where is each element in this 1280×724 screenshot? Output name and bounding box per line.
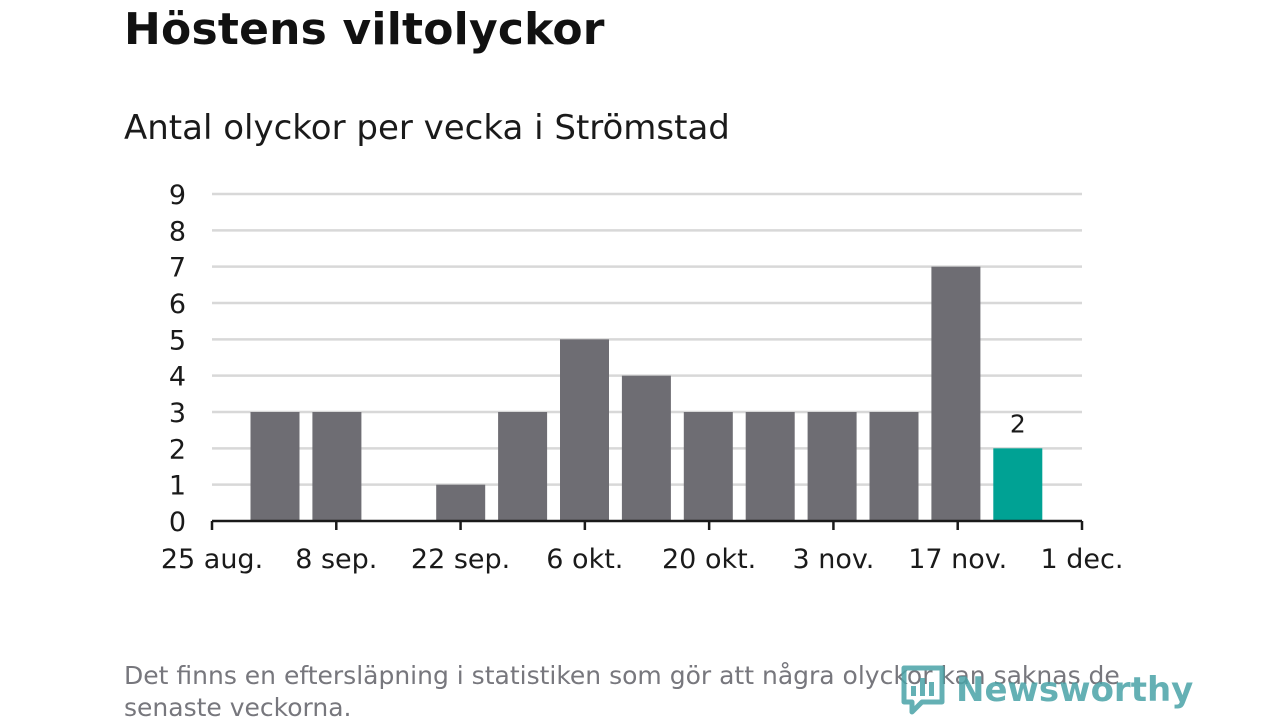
y-tick-label: 5 xyxy=(169,325,186,356)
bar-highlighted xyxy=(993,448,1043,521)
y-tick-label: 0 xyxy=(169,507,186,538)
x-tick-label: 1 dec. xyxy=(1041,544,1124,575)
y-tick-label: 9 xyxy=(169,180,186,211)
bar xyxy=(312,412,362,521)
bar xyxy=(931,266,981,521)
y-tick-label: 4 xyxy=(169,362,186,393)
x-tick-label: 22 sep. xyxy=(411,544,510,575)
bar xyxy=(745,412,795,521)
newsworthy-logo-icon xyxy=(901,665,945,715)
bar xyxy=(869,412,919,521)
x-tick-label: 8 sep. xyxy=(295,544,377,575)
bar xyxy=(621,375,671,521)
y-tick-label: 1 xyxy=(169,471,186,502)
x-tick-label: 6 okt. xyxy=(546,544,623,575)
y-tick-label: 8 xyxy=(169,216,186,247)
x-axis: 25 aug. 8 sep. 22 sep. 6 okt. 20 okt. 3 nov. 1… xyxy=(161,519,1124,575)
y-tick-label: 7 xyxy=(169,253,186,284)
y-tick-label: 2 xyxy=(169,434,186,465)
data-label: 2 xyxy=(1010,409,1026,438)
bar xyxy=(560,339,609,521)
chart-title: Höstens viltolyckor xyxy=(124,4,605,55)
bar xyxy=(807,412,857,521)
x-tick-label: 17 nov. xyxy=(908,544,1007,575)
logo-text: Newsworthy xyxy=(956,670,1194,710)
newsworthy-logo: Newsworthy xyxy=(900,664,1193,716)
footnote: Det finns en eftersläpning i statistiken… xyxy=(124,661,1120,722)
bar xyxy=(436,484,486,521)
bars xyxy=(250,266,1043,521)
x-tick-label: 25 aug. xyxy=(161,544,263,575)
chart-subtitle: Antal olyckor per vecka i Strömstad xyxy=(124,108,730,148)
bar xyxy=(683,412,733,521)
x-tick-label: 20 okt. xyxy=(662,544,756,575)
bar xyxy=(498,412,548,521)
y-tick-label: 6 xyxy=(169,289,186,320)
y-axis-ticks: 0 1 2 3 4 5 6 7 8 9 xyxy=(169,180,186,538)
bar xyxy=(250,412,300,521)
x-tick-label: 3 nov. xyxy=(792,544,874,575)
y-tick-label: 3 xyxy=(169,398,186,429)
data-labels: 2 xyxy=(1010,409,1026,438)
